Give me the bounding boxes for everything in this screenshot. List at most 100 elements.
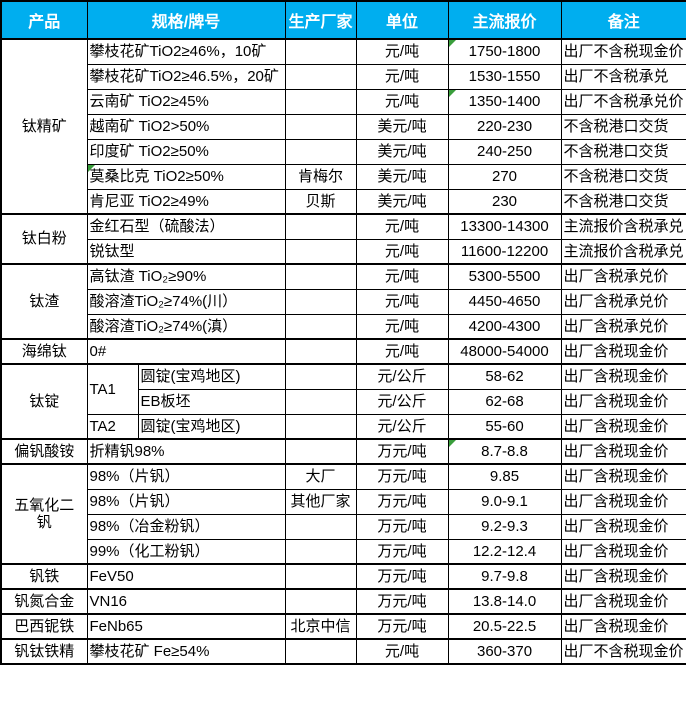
- note-cell: 出厂含税承兑价: [560, 313, 686, 340]
- manufacturer-cell: 大厂: [284, 463, 357, 490]
- unit-cell: 元/吨: [355, 213, 449, 240]
- product-cell: 钛锭: [0, 363, 88, 440]
- table-row: 肯尼亚 TiO2≥49% 贝斯 美元/吨 230 不含税港口交货: [1, 188, 686, 215]
- note-cell: 出厂含税现金价: [560, 438, 686, 465]
- price-cell: 270: [447, 163, 562, 190]
- price-cell: 55-60: [447, 413, 562, 440]
- unit-cell: 美元/吨: [355, 113, 449, 140]
- price-cell: 9.0-9.1: [447, 488, 562, 515]
- unit-cell: 元/吨: [355, 88, 449, 115]
- note-cell: 不含税港口交货: [560, 113, 686, 140]
- manufacturer-cell: [284, 63, 357, 90]
- manufacturer-cell: [284, 638, 357, 665]
- unit-cell: 元/公斤: [355, 413, 449, 440]
- table-row: 莫桑比克 TiO2≥50% 肯梅尔 美元/吨 270 不含税港口交货: [1, 163, 686, 190]
- note-cell: 出厂含税现金价: [560, 463, 686, 490]
- product-cell: 偏钒酸铵: [0, 438, 88, 465]
- table-row: 海绵钛 0# 元/吨 48000-54000 出厂含税现金价: [0, 338, 686, 365]
- spec-cell: 98%（冶金粉钒）: [86, 513, 286, 540]
- product-cell: 钛渣: [0, 263, 88, 340]
- spec-cell: 酸溶渣TiO₂≥74%(滇）: [86, 313, 286, 340]
- product-cell: 钛精矿: [0, 38, 88, 215]
- unit-cell: 万元/吨: [355, 513, 449, 540]
- note-cell: 出厂含税承兑价: [560, 288, 686, 315]
- spec-cell: 折精钒98%: [86, 438, 286, 465]
- note-cell: 出厂含税现金价: [560, 513, 686, 540]
- manufacturer-cell: [284, 88, 357, 115]
- spec-cell: 99%（化工粉钒）: [86, 538, 286, 565]
- table-row: 云南矿 TiO2≥45% 元/吨 1350-1400 出厂不含税承兑价: [1, 88, 686, 115]
- unit-cell: 元/吨: [355, 63, 449, 90]
- manufacturer-cell: [284, 538, 357, 565]
- col-header-manufacturer: 生产厂家: [284, 0, 357, 40]
- note-cell: 出厂不含税现金价: [560, 38, 686, 65]
- grade-cell: TA1: [86, 363, 139, 415]
- spec-cell: 98%（片钒）: [86, 463, 286, 490]
- unit-cell: 元/吨: [355, 238, 449, 265]
- unit-cell: 元/公斤: [355, 388, 449, 415]
- price-value: 8.7-8.8: [481, 442, 528, 460]
- note-cell: 出厂不含税承兑: [560, 63, 686, 90]
- price-table: 产品 规格/牌号 生产厂家 单位 主流报价 备注 钛精矿 攀枝花矿TiO2≥46…: [0, 0, 686, 665]
- spec-cell: 圆锭(宝鸡地区): [137, 363, 286, 390]
- table-row: 99%（化工粉钒） 万元/吨 12.2-12.4 出厂含税现金价: [1, 538, 686, 565]
- comment-marker-icon: [449, 441, 456, 447]
- manufacturer-cell: [284, 288, 357, 315]
- price-value: 1350-1400: [468, 92, 541, 110]
- price-cell: 58-62: [447, 363, 562, 390]
- spec-cell: FeNb65: [86, 613, 286, 640]
- spec-cell: 肯尼亚 TiO2≥49%: [86, 188, 286, 215]
- price-cell: 48000-54000: [447, 338, 562, 365]
- spec-cell: EB板坯: [137, 388, 286, 415]
- spec-cell: 攀枝花矿 Fe≥54%: [86, 638, 286, 665]
- unit-cell: 万元/吨: [355, 588, 449, 615]
- table-row: 越南矿 TiO2>50% 美元/吨 220-230 不含税港口交货: [1, 113, 686, 140]
- unit-cell: 万元/吨: [355, 488, 449, 515]
- spec-cell: VN16: [86, 588, 286, 615]
- manufacturer-cell: [284, 588, 357, 615]
- note-cell: 不含税港口交货: [560, 163, 686, 190]
- unit-cell: 万元/吨: [355, 438, 449, 465]
- table-row: 酸溶渣TiO₂≥74%(滇） 元/吨 4200-4300 出厂含税承兑价: [1, 313, 686, 340]
- spec-cell: 圆锭(宝鸡地区): [137, 413, 286, 440]
- product-cell: 钒铁: [0, 563, 88, 590]
- manufacturer-cell: [284, 513, 357, 540]
- price-cell: 9.85: [447, 463, 562, 490]
- manufacturer-cell: 其他厂家: [284, 488, 357, 515]
- price-cell: 1530-1550: [447, 63, 562, 90]
- spec-cell: 酸溶渣TiO₂≥74%(川）: [86, 288, 286, 315]
- col-header-note: 备注: [560, 0, 686, 40]
- note-cell: 出厂含税现金价: [560, 538, 686, 565]
- note-cell: 出厂含税现金价: [560, 488, 686, 515]
- table-row: 钛精矿 攀枝花矿TiO2≥46%，10矿 元/吨 1750-1800 出厂不含税…: [0, 38, 686, 215]
- spec-cell: 攀枝花矿TiO2≥46.5%，20矿: [86, 63, 286, 90]
- price-value: 1750-1800: [468, 43, 541, 61]
- unit-cell: 万元/吨: [355, 563, 449, 590]
- price-cell: 9.7-9.8: [447, 563, 562, 590]
- table-row: 钒铁 FeV50 万元/吨 9.7-9.8 出厂含税现金价: [0, 563, 686, 590]
- unit-cell: 万元/吨: [355, 463, 449, 490]
- price-cell: 13300-14300: [447, 213, 562, 240]
- comment-marker-icon: [88, 165, 95, 172]
- manufacturer-cell: [284, 338, 357, 365]
- col-header-product: 产品: [0, 0, 88, 40]
- table-row: 钛渣 高钛渣 TiO₂≥90% 元/吨 5300-5500 出厂含税承兑价: [0, 263, 686, 340]
- price-cell: 13.8-14.0: [447, 588, 562, 615]
- table-row: 锐钛型 元/吨 11600-12200 主流报价含税承兑: [1, 238, 686, 265]
- spec-cell: 云南矿 TiO2≥45%: [86, 88, 286, 115]
- note-cell: 出厂含税现金价: [560, 588, 686, 615]
- product-cell: 巴西铌铁: [0, 613, 88, 640]
- manufacturer-cell: [284, 388, 357, 415]
- unit-cell: 元/吨: [355, 638, 449, 665]
- note-cell: 主流报价含税承兑: [560, 213, 686, 240]
- unit-cell: 万元/吨: [355, 613, 449, 640]
- table-row: 印度矿 TiO2≥50% 美元/吨 240-250 不含税港口交货: [1, 138, 686, 165]
- table-row: 攀枝花矿TiO2≥46.5%，20矿 元/吨 1530-1550 出厂不含税承兑: [1, 63, 686, 90]
- spec-cell: 高钛渣 TiO₂≥90%: [86, 263, 286, 290]
- price-cell: 8.7-8.8: [447, 438, 562, 465]
- note-cell: 主流报价含税承兑: [560, 238, 686, 265]
- spec-cell: 0#: [86, 338, 286, 365]
- note-cell: 出厂含税现金价: [560, 413, 686, 440]
- manufacturer-cell: [284, 38, 357, 65]
- manufacturer-cell: [284, 113, 357, 140]
